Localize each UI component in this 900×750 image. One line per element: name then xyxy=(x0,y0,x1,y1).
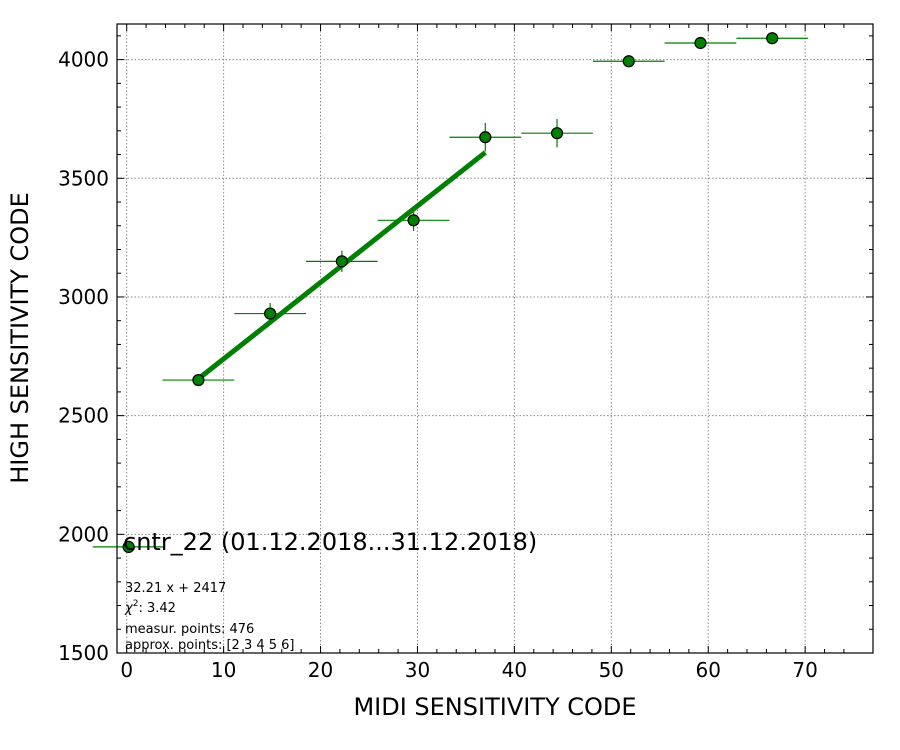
y-axis-label: HIGH SENSITIVITY CODE xyxy=(6,192,34,484)
data-point xyxy=(122,540,135,554)
data-point xyxy=(622,55,635,68)
x-tick-label: 60 xyxy=(696,658,721,682)
measur-points: measur. points: 476 xyxy=(125,622,254,637)
data-point xyxy=(479,131,492,144)
data-point xyxy=(335,255,348,268)
x-tick-label: 40 xyxy=(502,658,527,682)
y-tick-label: 4000 xyxy=(58,48,109,72)
data-point xyxy=(407,214,420,227)
data-markers xyxy=(122,32,779,554)
plot-frame xyxy=(116,23,874,654)
approx-points: approx. points: [2 3 4 5 6] xyxy=(125,638,295,653)
data-point xyxy=(694,36,707,50)
tick-labels: 0 10 20 30 40 50 60 70 1500 2000 2500 3000 3500 4000 xyxy=(58,48,818,682)
x-tick-label: 50 xyxy=(599,658,624,682)
grid xyxy=(117,24,873,654)
x-tick-label: 10 xyxy=(211,658,236,682)
chart-annotation-title: cntr_22 (01.12.2018...31.12.2018) xyxy=(123,528,537,556)
y-tick-label: 3000 xyxy=(58,285,109,309)
x-tick-label: 0 xyxy=(120,658,133,682)
chi2-value: : 3.42 xyxy=(138,601,175,616)
data-point xyxy=(264,307,277,320)
x-tick-label: 30 xyxy=(405,658,430,682)
data-point xyxy=(766,32,779,45)
fit-equation: 32.21 x + 2417 xyxy=(125,581,226,596)
x-axis-label: MIDI SENSITIVITY CODE xyxy=(353,693,636,721)
y-tick-label: 1500 xyxy=(58,641,109,665)
y-tick-label: 2500 xyxy=(58,404,109,428)
error-bars xyxy=(92,37,809,548)
axis-ticks xyxy=(117,24,873,654)
x-tick-label: 70 xyxy=(792,658,817,682)
data-point xyxy=(192,373,205,387)
data-point xyxy=(550,127,564,140)
chi2-label: χ2: 3.42 xyxy=(124,599,176,616)
x-tick-label: 20 xyxy=(308,658,333,682)
y-tick-label: 2000 xyxy=(58,522,109,546)
y-tick-label: 3500 xyxy=(58,166,109,190)
